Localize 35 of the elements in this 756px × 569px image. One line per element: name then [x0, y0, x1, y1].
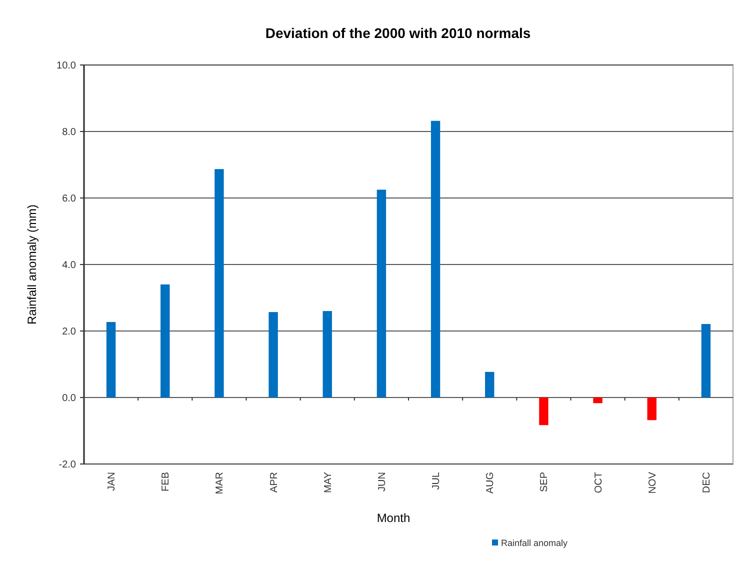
y-axis-title: Rainfall anomaly (mm) [25, 204, 39, 325]
y-tick-label: 4.0 [62, 260, 76, 271]
x-tick-label: MAR [214, 472, 226, 494]
x-tick-label: DEC [701, 472, 712, 494]
bar [160, 284, 170, 398]
x-tick-label: JUL [431, 472, 442, 490]
y-tick-label: 0.0 [62, 393, 76, 404]
bar [593, 398, 602, 404]
bar [539, 398, 548, 426]
x-tick-label: AUG [485, 472, 496, 494]
x-axis-title: Month [376, 511, 410, 525]
x-tick-label: JUN [376, 472, 388, 492]
x-tick-label: FEB [160, 472, 172, 492]
bar [647, 398, 656, 420]
y-tick-label: -2.0 [58, 460, 76, 470]
legend-label: Rainfall anomaly [501, 538, 568, 548]
bar [376, 190, 386, 398]
y-tick-label: 6.0 [62, 194, 76, 204]
bar [485, 372, 494, 398]
x-tick-label: JAN [106, 472, 118, 491]
y-tick-label: 8.0 [62, 127, 76, 138]
x-tick-label: MAY [322, 472, 334, 493]
x-tick-label: APR [268, 472, 280, 493]
bar [322, 311, 332, 398]
bar [106, 322, 116, 398]
chart-title: Deviation of the 2000 with 2010 normals [265, 25, 531, 41]
x-tick-label: SEP [539, 472, 550, 492]
bar [430, 120, 440, 398]
x-tick-label: NOV [647, 472, 658, 494]
bar [214, 169, 224, 398]
x-tick-label: OCT [593, 472, 604, 494]
y-tick-label: 2.0 [62, 326, 76, 338]
y-tick-label: 10.0 [56, 60, 76, 72]
bar [701, 324, 711, 398]
bar [268, 312, 278, 398]
